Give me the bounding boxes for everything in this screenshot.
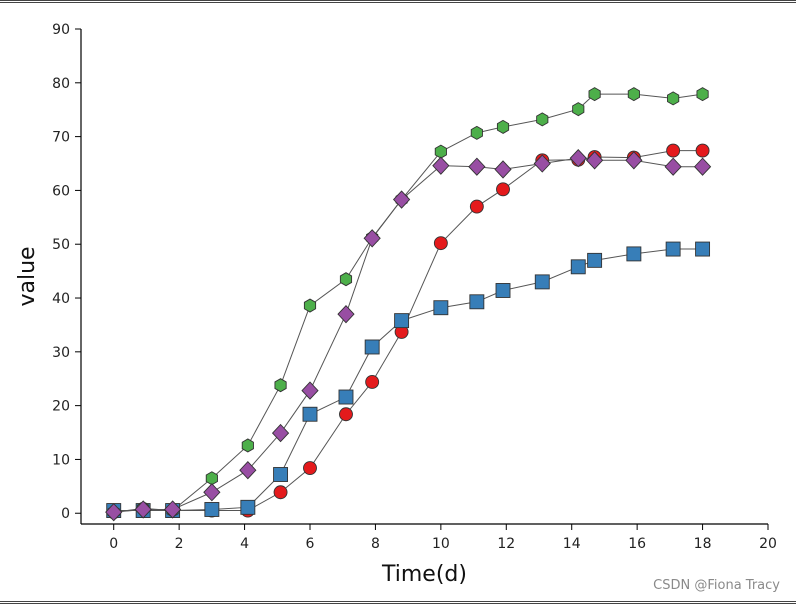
series-hexagon-markers — [107, 87, 709, 520]
x-tick-label: 8 — [371, 536, 380, 552]
series-line — [113, 93, 703, 513]
circle-marker — [469, 199, 484, 214]
square-marker — [364, 339, 380, 355]
watermark: CSDN @Fiona Tracy — [653, 578, 780, 593]
y-tick-label: 10 — [52, 452, 70, 468]
square-marker — [433, 300, 449, 316]
hexagon-marker — [241, 438, 254, 453]
diamond-marker — [239, 461, 257, 480]
square-marker — [338, 389, 354, 405]
x-tick-label: 10 — [432, 536, 450, 552]
diamond-marker — [533, 154, 551, 173]
series-layer — [105, 87, 712, 522]
diamond-marker — [392, 190, 411, 209]
circle-marker — [433, 236, 448, 251]
circle-marker — [496, 182, 510, 197]
diamond-marker — [432, 156, 450, 175]
hexagon-marker — [627, 87, 640, 102]
y-tick-label: 80 — [52, 76, 70, 92]
y-tick-label: 0 — [61, 506, 70, 522]
hexagon-marker — [667, 91, 680, 106]
x-tick-label: 16 — [628, 536, 646, 552]
diamond-marker — [625, 151, 643, 170]
circle-marker — [695, 143, 710, 158]
diamond-marker — [134, 500, 152, 519]
series-square-markers — [106, 241, 711, 518]
y-tick-label: 40 — [52, 291, 70, 307]
x-tick-label: 18 — [694, 536, 712, 552]
diamond-marker — [163, 500, 182, 519]
circle-marker — [339, 407, 353, 422]
hexagon-marker — [696, 87, 709, 102]
square-marker — [495, 283, 511, 298]
x-tick-label: 20 — [759, 536, 777, 552]
diamond-marker — [105, 503, 123, 522]
series-line — [113, 248, 703, 512]
x-tick-label: 2 — [175, 536, 184, 552]
series-line — [113, 157, 703, 513]
axes: 0 2 4 6 8 10 12 14 16 18 20 0 10 20 30 40 50 60 70 80 90 — [52, 22, 777, 552]
series-diamond-markers — [105, 148, 712, 522]
diamond-marker — [203, 483, 221, 502]
square-marker — [273, 467, 289, 482]
diamond-marker — [585, 151, 604, 170]
circle-marker — [303, 461, 317, 475]
hexagon-marker — [303, 298, 317, 313]
x-tick-label: 12 — [497, 536, 515, 552]
square-marker — [240, 499, 256, 515]
x-tick-label: 0 — [109, 536, 118, 552]
square-marker — [394, 313, 410, 329]
y-axis-label: value — [15, 246, 40, 306]
circle-marker — [666, 143, 681, 158]
hexagon-marker — [339, 272, 353, 287]
hexagon-marker — [470, 125, 483, 140]
diamond-marker — [363, 229, 381, 248]
y-tick-label: 70 — [52, 130, 70, 146]
square-marker — [695, 241, 711, 257]
diamond-marker — [301, 381, 319, 400]
diamond-marker — [693, 157, 712, 176]
hexagon-marker — [588, 87, 601, 102]
square-marker — [204, 502, 220, 517]
square-marker — [587, 252, 603, 268]
hexagon-marker — [536, 112, 549, 127]
square-marker — [570, 259, 586, 275]
diamond-marker — [271, 423, 290, 443]
series-square — [113, 248, 703, 512]
hexagon-marker — [572, 102, 585, 117]
x-tick-label: 14 — [563, 536, 581, 552]
y-tick-label: 50 — [52, 237, 70, 253]
series-diamond — [113, 157, 703, 513]
y-tick-label: 90 — [52, 22, 70, 38]
frame-line-top — [0, 0, 796, 3]
diamond-marker — [468, 157, 486, 176]
square-marker — [534, 274, 550, 290]
diamond-marker — [494, 160, 512, 179]
square-marker — [469, 294, 485, 310]
diamond-marker — [569, 148, 587, 168]
series-hexagon — [113, 93, 703, 513]
x-tick-label: 4 — [240, 536, 249, 552]
x-tick-label: 6 — [306, 536, 315, 552]
y-tick-label: 20 — [52, 399, 70, 415]
hexagon-marker — [205, 471, 218, 486]
y-tick-label: 60 — [52, 183, 70, 199]
circle-marker — [273, 485, 288, 500]
hexagon-marker — [434, 144, 447, 159]
y-tick-label: 30 — [52, 345, 70, 361]
hexagon-marker — [274, 378, 287, 393]
square-marker — [665, 241, 681, 257]
diamond-marker — [337, 305, 355, 324]
diamond-marker — [664, 157, 682, 176]
hexagon-marker — [496, 119, 510, 134]
circle-marker — [365, 375, 380, 389]
square-marker — [302, 406, 318, 422]
square-marker — [626, 246, 642, 262]
x-axis-label: Time(d) — [381, 562, 467, 587]
